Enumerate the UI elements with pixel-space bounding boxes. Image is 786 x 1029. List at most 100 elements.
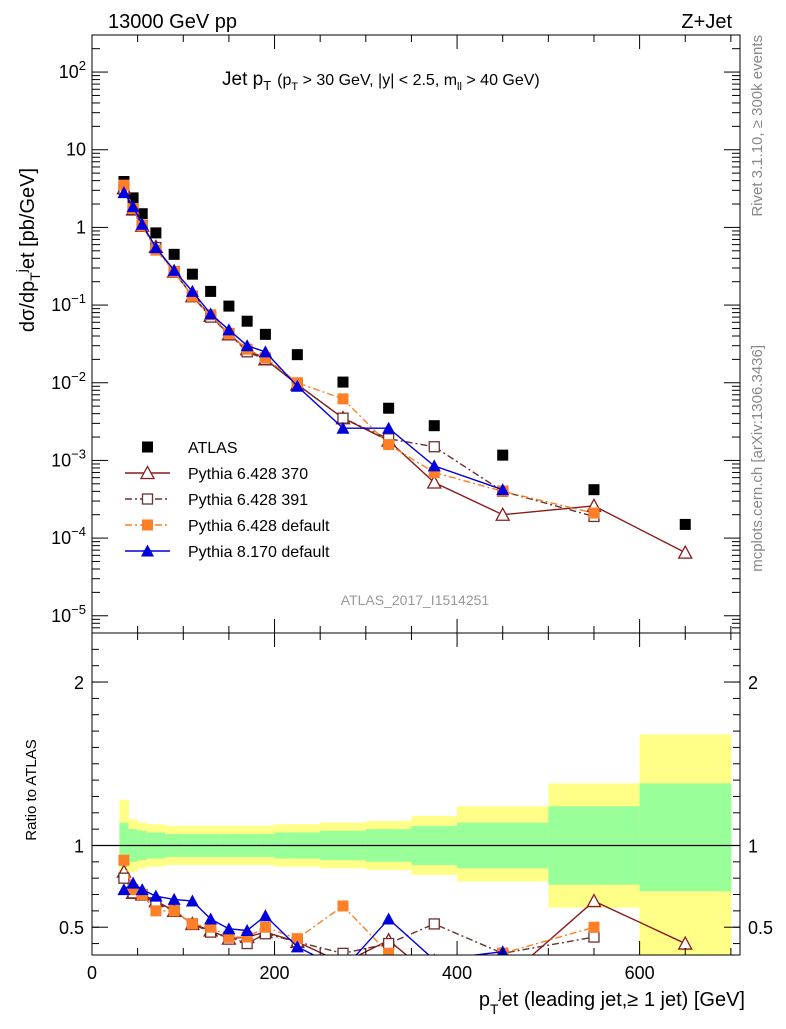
- legend-label: ATLAS: [188, 440, 238, 457]
- ratio-y-label: Ratio to ATLAS: [23, 739, 40, 840]
- data-point-pythia-8-170-default: [135, 217, 149, 230]
- ratio-y-tick-label-right: 2: [748, 673, 758, 693]
- data-point-atlas: [291, 349, 303, 361]
- ratio-point-pythia-6-428-391: [588, 931, 600, 943]
- data-point-pythia-8-170-default: [117, 186, 131, 199]
- data-point-atlas: [223, 300, 235, 312]
- ratio-point-pythia-6-428-370: [428, 971, 441, 983]
- data-point-atlas: [383, 402, 395, 414]
- ratio-point-pythia-6-428-default: [337, 900, 349, 912]
- ratio-point-pythia-8-170-default: [117, 883, 131, 896]
- y-tick-label: 10: [66, 140, 86, 160]
- ratio-point-pythia-8-170-default: [222, 922, 236, 935]
- x-tick-label: 200: [260, 963, 290, 983]
- ratio-point-pythia-8-170-default: [382, 912, 396, 925]
- data-point-pythia-6-428-default: [428, 466, 440, 478]
- ratio-point-pythia-6-428-370: [336, 957, 349, 969]
- ratio-point-pythia-8-170-default: [167, 892, 181, 905]
- data-point-pythia-8-170-default: [204, 307, 218, 320]
- series-line-pythia-8-170-default: [123, 192, 503, 491]
- legend-marker: [142, 519, 153, 531]
- legend-item-pythia-6-428-370: Pythia 6.428 370: [125, 465, 308, 483]
- x-tick-label: 600: [625, 963, 655, 983]
- ratio-plot-frame: [91, 632, 741, 956]
- ratio-point-pythia-8-170-default: [290, 940, 304, 953]
- x-tick-label: 400: [442, 963, 472, 983]
- data-point-atlas: [588, 484, 600, 496]
- data-point-atlas: [168, 248, 180, 260]
- y-tick-label: 1: [76, 217, 86, 237]
- ratio-point-pythia-6-428-391: [428, 918, 440, 930]
- ratio-point-pythia-6-428-default: [186, 918, 198, 930]
- ratio-point-pythia-6-428-default: [127, 884, 139, 896]
- series-line-pythia-6-428-default: [123, 184, 595, 514]
- main-plot-axes: 10−5 10−4 10−3 10−2 10−1 1 10 102: [51, 34, 740, 634]
- legend-marker: [141, 493, 154, 505]
- data-point-atlas: [241, 315, 253, 327]
- x-axis-label: pTjet (leading jet,≥ 1 jet) [GeV]: [479, 985, 745, 1017]
- data-point-pythia-6-428-370: [426, 474, 442, 489]
- data-point-pythia-8-170-default: [149, 241, 163, 254]
- data-point-pythia-8-170-default: [336, 421, 350, 434]
- data-point-atlas: [150, 227, 162, 239]
- ratio-line-pythia-6-428-391: [123, 877, 595, 955]
- data-point-pythia-8-170-default: [222, 323, 236, 336]
- ratio-point-pythia-6-428-default: [223, 931, 235, 943]
- data-point-atlas: [679, 518, 691, 530]
- data-point-atlas: [127, 192, 139, 204]
- data-point-atlas: [428, 420, 440, 432]
- series-line-pythia-6-428-391: [123, 188, 595, 518]
- mcplots-label: mcplots.cern.ch [arXiv:1306.3436]: [749, 345, 766, 572]
- ratio-point-pythia-8-170-default: [149, 889, 163, 902]
- ratio-point-pythia-8-170-default: [204, 912, 218, 925]
- y-tick-label: 10−4: [51, 524, 86, 548]
- data-point-pythia-8-170-default: [496, 483, 510, 496]
- data-point-pythia-6-428-default: [337, 393, 349, 405]
- y-tick-label: 102: [59, 58, 86, 82]
- ratio-point-pythia-6-428-370: [586, 893, 602, 908]
- data-point-pythia-8-170-default: [258, 345, 272, 358]
- data-point-pythia-6-428-391: [337, 412, 349, 424]
- data-point-atlas: [136, 208, 148, 220]
- data-point-pythia-6-428-370: [677, 544, 693, 559]
- ratio-point-pythia-6-428-default: [150, 905, 162, 917]
- legend-item-atlas: ATLAS: [142, 440, 238, 457]
- ratio-point-pythia-8-170-default: [126, 876, 140, 889]
- ratio-point-pythia-6-428-default: [118, 854, 130, 866]
- ratio-point-pythia-6-428-default: [259, 921, 271, 933]
- data-point-atlas: [259, 328, 271, 340]
- ratio-point-pythia-6-428-391: [337, 947, 349, 955]
- ratio-y-tick-label-right: 0.5: [748, 918, 773, 938]
- data-point-atlas: [205, 285, 217, 297]
- y-tick-label: 10−1: [51, 291, 86, 315]
- legend: ATLAS Pythia 6.428 370 Pythia 6.428 391 Pyt…: [125, 440, 330, 561]
- ratio-point-pythia-8-170-default: [185, 894, 199, 907]
- ratio-line-pythia-6-428-default: [123, 859, 595, 955]
- stat-band-bin: [639, 783, 732, 892]
- data-point-pythia-6-428-370: [495, 506, 511, 521]
- legend-item-pythia-6-428-391: Pythia 6.428 391: [125, 492, 308, 509]
- y-tick-label: 10−2: [51, 369, 86, 393]
- ratio-plot-content: [92, 734, 740, 983]
- ratio-point-pythia-8-170-default: [336, 963, 349, 975]
- ratio-point-pythia-6-428-default: [205, 921, 217, 933]
- ratio-point-pythia-6-428-default: [588, 921, 600, 933]
- data-point-pythia-8-170-default: [290, 379, 304, 392]
- header-left: 13000 GeV pp: [108, 11, 237, 33]
- ratio-point-pythia-8-170-default: [135, 883, 149, 896]
- ratio-point-pythia-6-428-391: [118, 872, 130, 884]
- rivet-label: Rivet 3.1.10, ≥ 300k events: [749, 35, 766, 217]
- legend-item-pythia-8-170-default: Pythia 8.170 default: [125, 544, 330, 561]
- ratio-point-pythia-6-428-default: [429, 963, 440, 974]
- ratio-point-pythia-6-428-default: [241, 931, 253, 943]
- ratio-point-pythia-6-428-391: [382, 937, 395, 950]
- main-y-label: dσ/dpTjet [pb/GeV]: [13, 168, 43, 332]
- ratio-y-tick-label-right: 1: [748, 836, 758, 856]
- ratio-series-pythia-6-428-391: [118, 872, 600, 955]
- data-point-atlas: [497, 449, 509, 461]
- y-tick-label: 10−3: [51, 446, 86, 470]
- ratio-point-pythia-8-170-default: [258, 909, 272, 922]
- data-point-pythia-6-428-default: [383, 439, 395, 451]
